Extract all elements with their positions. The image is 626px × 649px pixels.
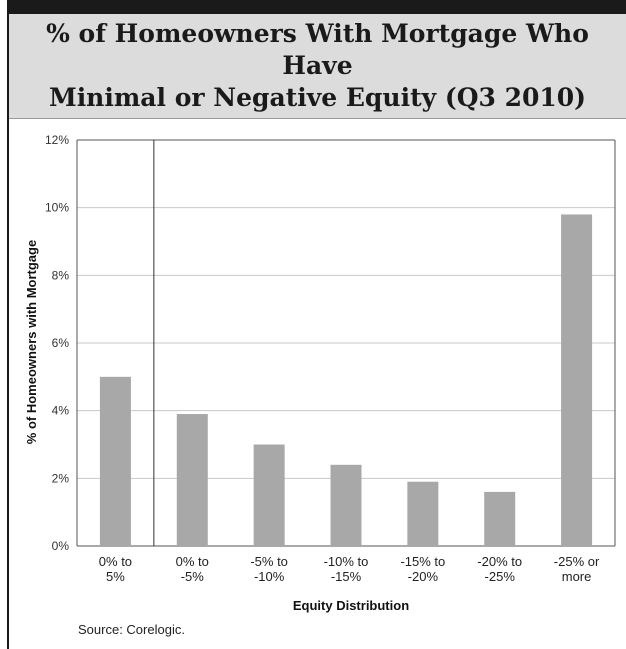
- y-tick-label: 0%: [52, 539, 70, 553]
- bar: [407, 481, 439, 546]
- x-category-label: -25% or more: [554, 554, 600, 584]
- y-tick-label: 2%: [52, 471, 70, 485]
- source-note: Source: Corelogic.: [78, 622, 185, 637]
- top-rule: [7, 0, 626, 14]
- bar: [176, 414, 208, 546]
- bar: [99, 376, 131, 546]
- y-tick-label: 4%: [52, 404, 70, 418]
- y-tick-labels: 0% 2% 4% 6% 8% 10% 12%: [45, 133, 69, 553]
- x-category-label: -10% to -15%: [324, 554, 369, 584]
- x-axis-title: Equity Distribution: [293, 598, 409, 613]
- y-tick-label: 8%: [52, 268, 70, 282]
- chart-title: % of Homeowners With Mortgage Who Have M…: [46, 19, 589, 112]
- y-tick-label: 6%: [52, 336, 70, 350]
- y-tick-label: 12%: [45, 133, 69, 147]
- bar: [253, 444, 285, 546]
- x-category-label: -5% to -10%: [250, 554, 288, 584]
- bars: [99, 214, 593, 546]
- x-category-label: 0% to 5%: [99, 554, 132, 584]
- bar: [484, 491, 516, 546]
- title-band: % of Homeowners With Mortgage Who Have M…: [9, 14, 626, 119]
- bar: [561, 214, 593, 546]
- bar: [330, 464, 362, 546]
- x-category-label: 0% to -5%: [176, 554, 209, 584]
- chart-frame: [7, 0, 625, 649]
- y-tick-label: 10%: [45, 201, 69, 215]
- x-category-labels: 0% to 5% 0% to -5% -5% to -10% -10% to -15% -15%…: [99, 554, 600, 584]
- x-category-label: -20% to -25%: [477, 554, 522, 584]
- y-axis-title: % of Homeowners with Mortgage: [24, 240, 39, 444]
- x-category-label: -15% to -20%: [400, 554, 445, 584]
